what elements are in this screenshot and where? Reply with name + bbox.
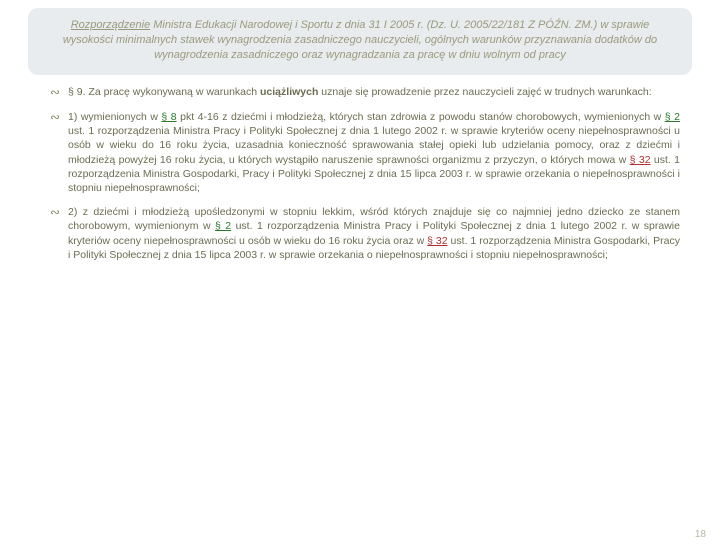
- ref-link[interactable]: § 32: [427, 235, 447, 247]
- list-item-text: 1) wymienionych w § 8 pkt 4-16 z dziećmi…: [68, 110, 680, 195]
- content-list: ∾§ 9. Za pracę wykonywaną w warunkach uc…: [50, 85, 680, 262]
- header-link[interactable]: Rozporządzenie: [71, 19, 151, 31]
- list-item: ∾2) z dziećmi i młodzieżą upośledzonymi …: [50, 205, 680, 262]
- list-item: ∾1) wymienionych w § 8 pkt 4-16 z dziećm…: [50, 110, 680, 195]
- ref-link[interactable]: § 2: [215, 220, 231, 232]
- header-box: Rozporządzenie Ministra Edukacji Narodow…: [28, 8, 692, 75]
- bullet-glyph: ∾: [50, 110, 68, 195]
- header-text: Rozporządzenie Ministra Edukacji Narodow…: [63, 19, 657, 61]
- list-item-text: § 9. Za pracę wykonywaną w warunkach uci…: [68, 85, 680, 101]
- bold-term: uciążliwych: [260, 86, 318, 98]
- list-item: ∾§ 9. Za pracę wykonywaną w warunkach uc…: [50, 85, 680, 101]
- ref-link[interactable]: § 2: [665, 111, 680, 123]
- ref-link[interactable]: § 32: [630, 154, 651, 166]
- ref-link[interactable]: § 8: [161, 111, 176, 123]
- page-number: 18: [695, 529, 706, 540]
- bullet-glyph: ∾: [50, 205, 68, 262]
- bullet-glyph: ∾: [50, 85, 68, 101]
- list-item-text: 2) z dziećmi i młodzieżą upośledzonymi w…: [68, 205, 680, 262]
